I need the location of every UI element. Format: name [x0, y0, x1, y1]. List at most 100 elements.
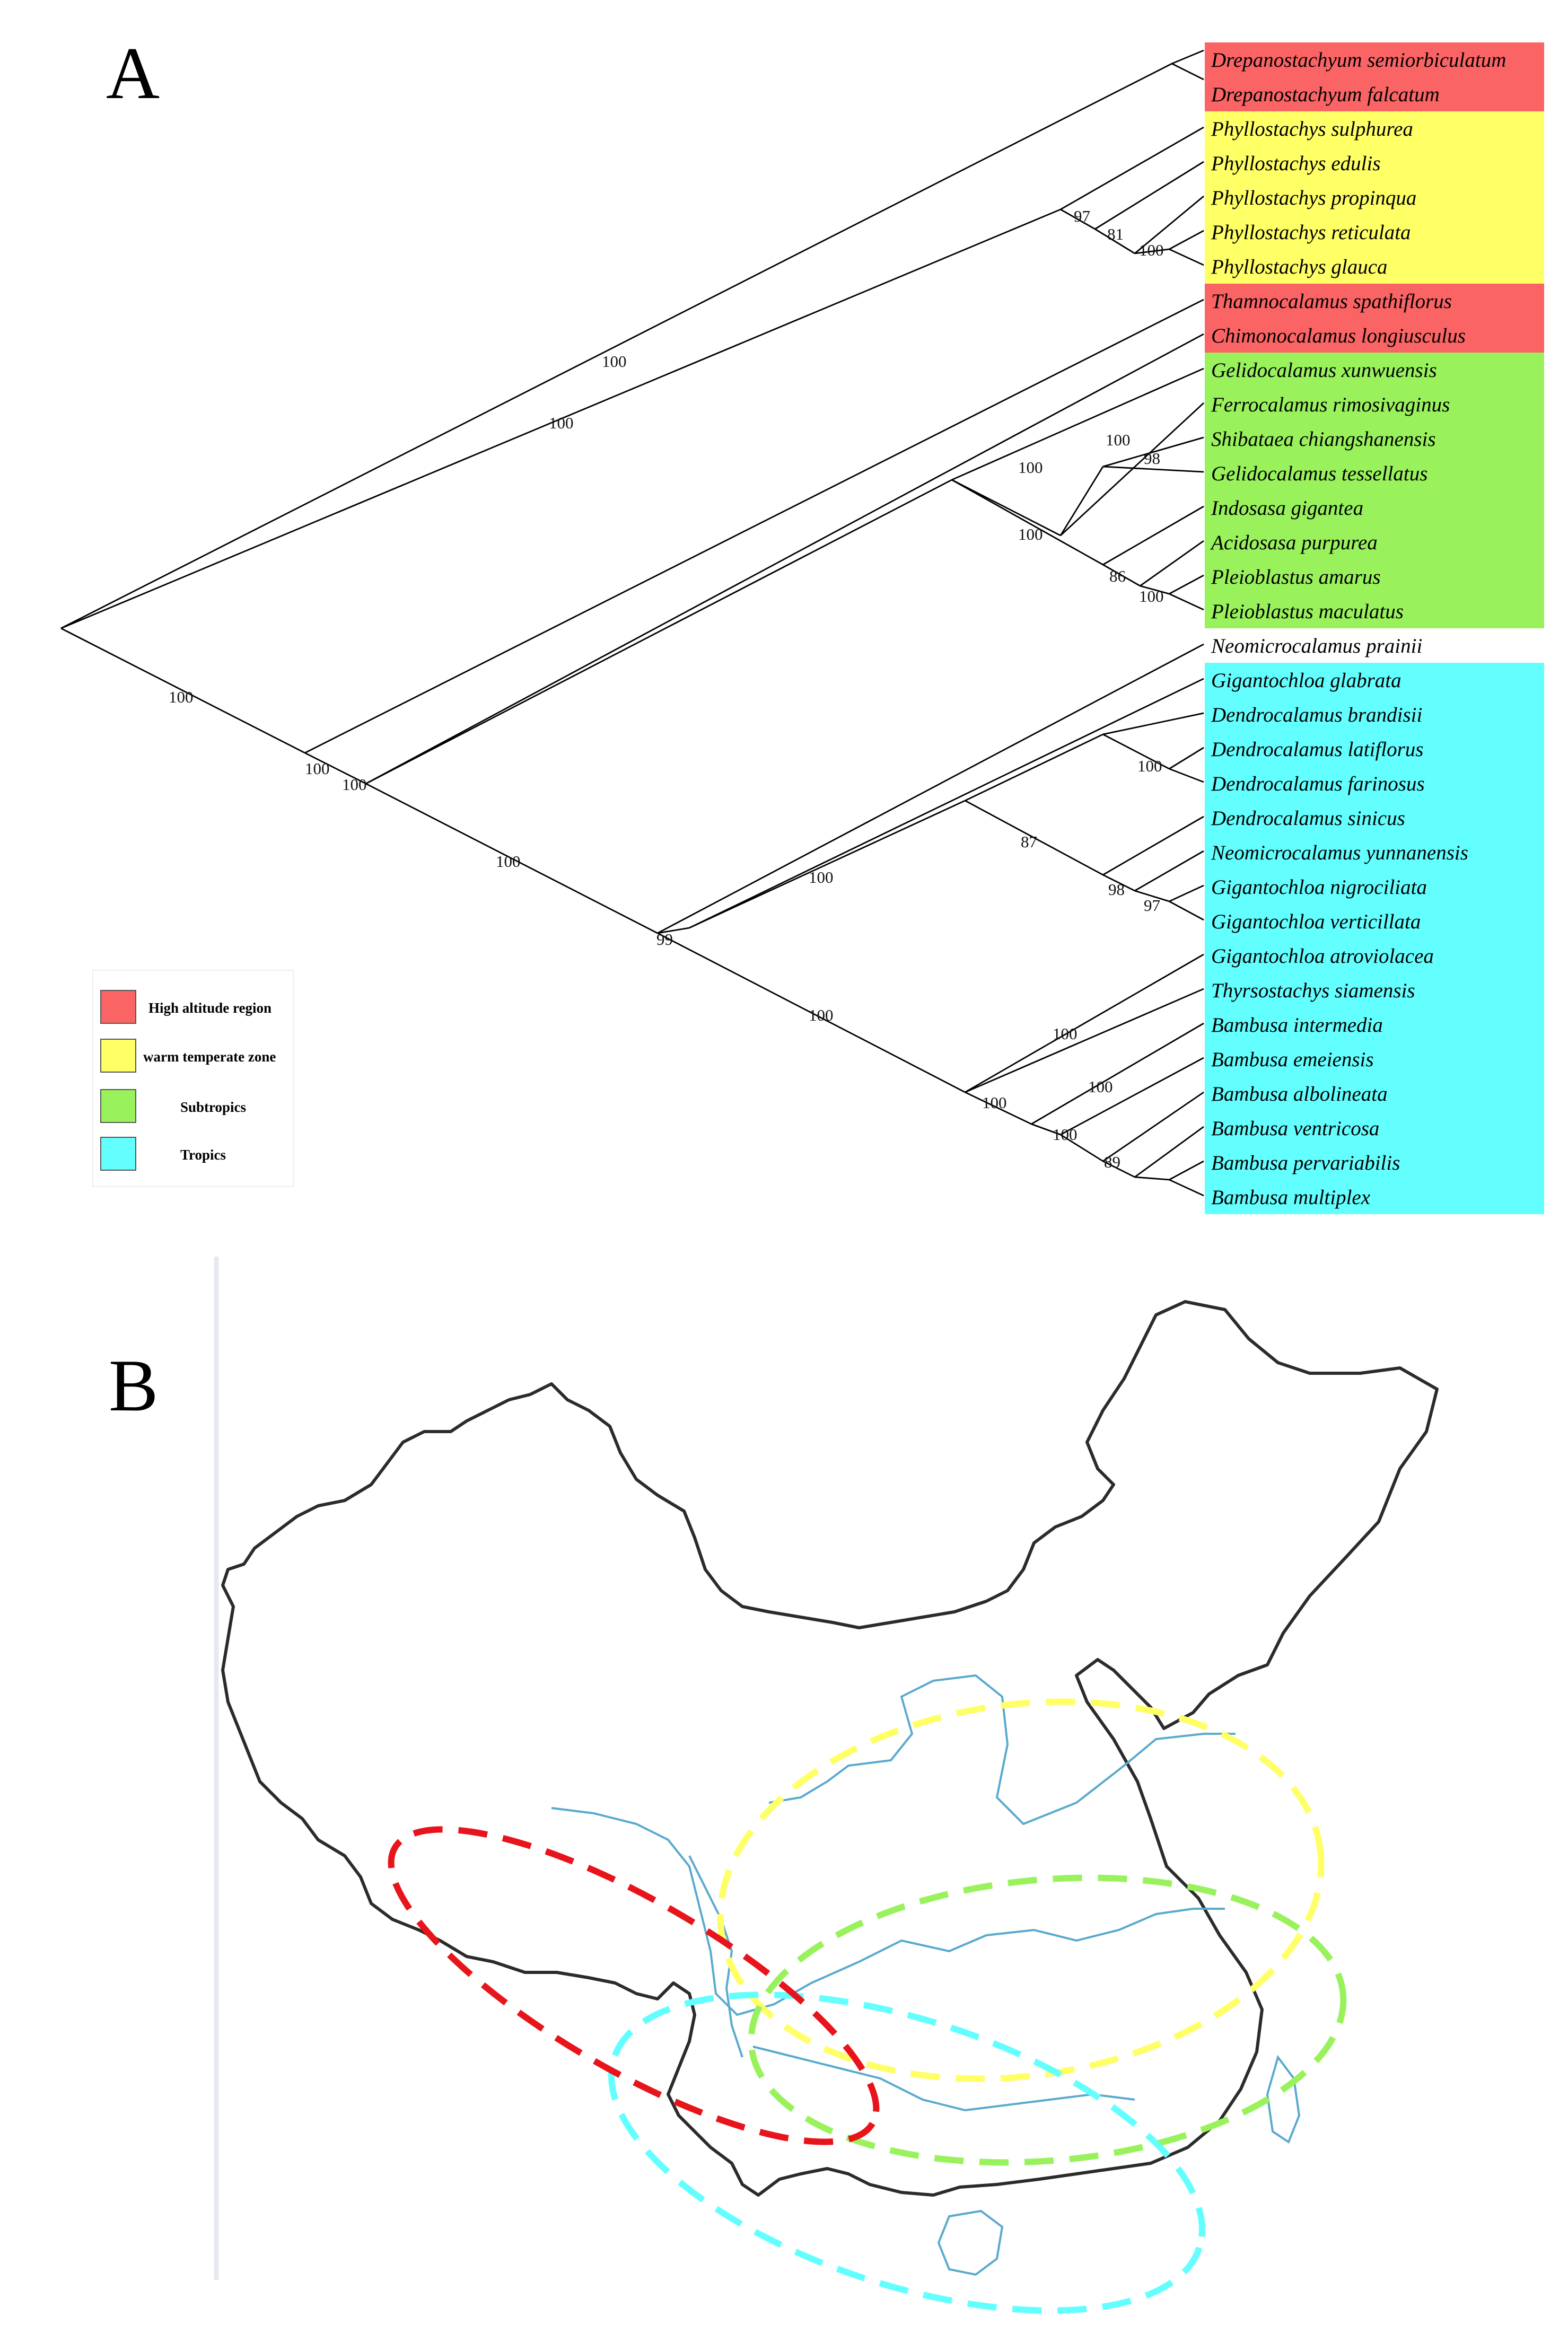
branch	[1140, 540, 1204, 587]
country-border	[221, 1300, 1439, 2197]
bootstrap-value: 99	[656, 930, 673, 949]
river	[551, 1807, 1225, 2016]
taxon-box	[1205, 559, 1544, 594]
legend-label: High altitude region	[148, 1000, 271, 1016]
branch	[365, 333, 1204, 785]
legend-swatch	[100, 990, 136, 1024]
branch	[951, 479, 1103, 566]
branch	[1169, 747, 1204, 770]
branch	[965, 733, 1103, 802]
taxon-box	[1205, 973, 1544, 1007]
taxon-box	[1205, 870, 1544, 904]
bootstrap-value: 100	[602, 352, 627, 371]
taxon-name: Shibataea chiangshanensis	[1211, 428, 1436, 451]
bootstrap-value: 81	[1107, 225, 1124, 243]
branch	[965, 988, 1204, 1093]
river	[752, 2046, 1135, 2112]
taxon-box	[1205, 835, 1544, 870]
branch	[1171, 63, 1204, 81]
taxon-box	[1205, 146, 1544, 180]
taxon-name: Phyllostachys reticulata	[1211, 221, 1411, 244]
taiwan-island	[1266, 2055, 1301, 2144]
taxon-box	[1205, 215, 1544, 249]
legend: High altitude region warm temperate zone S…	[92, 970, 294, 1187]
high-altitude-zone-ellipse	[388, 1826, 880, 2145]
bootstrap-value: 100	[1053, 1125, 1078, 1144]
legend-swatch	[100, 1089, 136, 1123]
taxon-box	[1205, 1042, 1544, 1076]
taxon-name: Dendrocalamus farinosus	[1211, 773, 1425, 795]
branch	[965, 800, 1103, 876]
taxon-box	[1205, 422, 1544, 456]
branch	[1102, 436, 1204, 468]
taxon-box	[1205, 1007, 1544, 1042]
taxon-box	[1205, 387, 1544, 422]
taxon-name: Drepanostachyum semiorbiculatum	[1211, 49, 1506, 72]
taxon-name: Acidosasa purpurea	[1210, 531, 1378, 554]
branch	[365, 479, 952, 785]
taxon-box	[1205, 249, 1544, 284]
branch	[1134, 195, 1204, 255]
branch	[1140, 585, 1170, 595]
taxon-name: Phyllostachys sulphurea	[1211, 118, 1413, 141]
branch	[304, 299, 1204, 754]
bootstrap-labels: 100 100 97 81 100 100 100 98 100 86 100 …	[169, 207, 1164, 1171]
bootstrap-value: 100	[1018, 458, 1043, 477]
legend-label: Tropics	[180, 1147, 226, 1163]
branch	[1169, 768, 1204, 783]
taxon-name: Indosasa gigantea	[1211, 497, 1363, 520]
branch	[1031, 1123, 1061, 1136]
bootstrap-value: 86	[1109, 567, 1126, 585]
branch	[365, 783, 658, 934]
branch	[951, 479, 1061, 537]
taxon-name: Gigantochloa verticillata	[1211, 910, 1421, 933]
branch	[1134, 248, 1170, 255]
bootstrap-value: 89	[1104, 1153, 1120, 1171]
taxon-box	[1205, 77, 1544, 111]
taxon-box	[1205, 42, 1544, 77]
bootstrap-value: 100	[342, 775, 367, 794]
bootstrap-value: 100	[809, 1006, 834, 1024]
taxon-box	[1205, 111, 1544, 146]
bootstrap-value: 97	[1144, 896, 1160, 915]
branch	[304, 752, 366, 785]
taxon-name: Chimonocalamus longiusculus	[1211, 324, 1466, 347]
taxon-box	[1205, 1145, 1544, 1180]
taxon-box	[1205, 938, 1544, 973]
branch	[1060, 1057, 1204, 1136]
bootstrap-value: 100	[1139, 587, 1164, 606]
branch	[1102, 815, 1204, 876]
branch	[1169, 593, 1204, 611]
bootstrap-value: 100	[1053, 1024, 1078, 1043]
bootstrap-value: 100	[305, 759, 330, 778]
taxon-name: Thyrsostachys siamensis	[1211, 979, 1415, 1002]
taxon-box	[1205, 801, 1544, 835]
taxon-box	[1205, 766, 1544, 801]
bootstrap-value: 97	[1074, 207, 1090, 225]
bootstrap-value: 100	[1018, 525, 1043, 543]
branch	[1134, 890, 1170, 902]
bootstrap-value: 98	[1144, 449, 1160, 468]
taxon-name: Phyllostachys glauca	[1211, 256, 1388, 278]
taxon-name: Phyllostachys propinqua	[1211, 187, 1416, 209]
taxon-box	[1205, 180, 1544, 215]
taxon-name: Pleioblastus maculatus	[1211, 600, 1404, 623]
warm-temperate-zone-ellipse	[717, 1698, 1325, 2082]
branch	[1169, 574, 1204, 595]
branch	[60, 63, 1172, 629]
taxon-name: Neomicrocalamus prainii	[1211, 635, 1422, 657]
taxon-box	[1205, 490, 1544, 525]
taxon-box	[1205, 284, 1544, 318]
taxon-name: Pleioblastus amarus	[1211, 566, 1381, 589]
river	[688, 1855, 743, 2058]
branch	[657, 643, 1204, 934]
hainan-island	[937, 2209, 1004, 2276]
climate-zones	[388, 1698, 1347, 2314]
branch	[1102, 1160, 1135, 1178]
branch	[1102, 733, 1170, 770]
taxon-name: Gigantochloa atroviolacea	[1211, 945, 1434, 968]
branch	[689, 678, 1204, 929]
branch	[1171, 49, 1204, 65]
taxon-box	[1205, 1180, 1544, 1214]
